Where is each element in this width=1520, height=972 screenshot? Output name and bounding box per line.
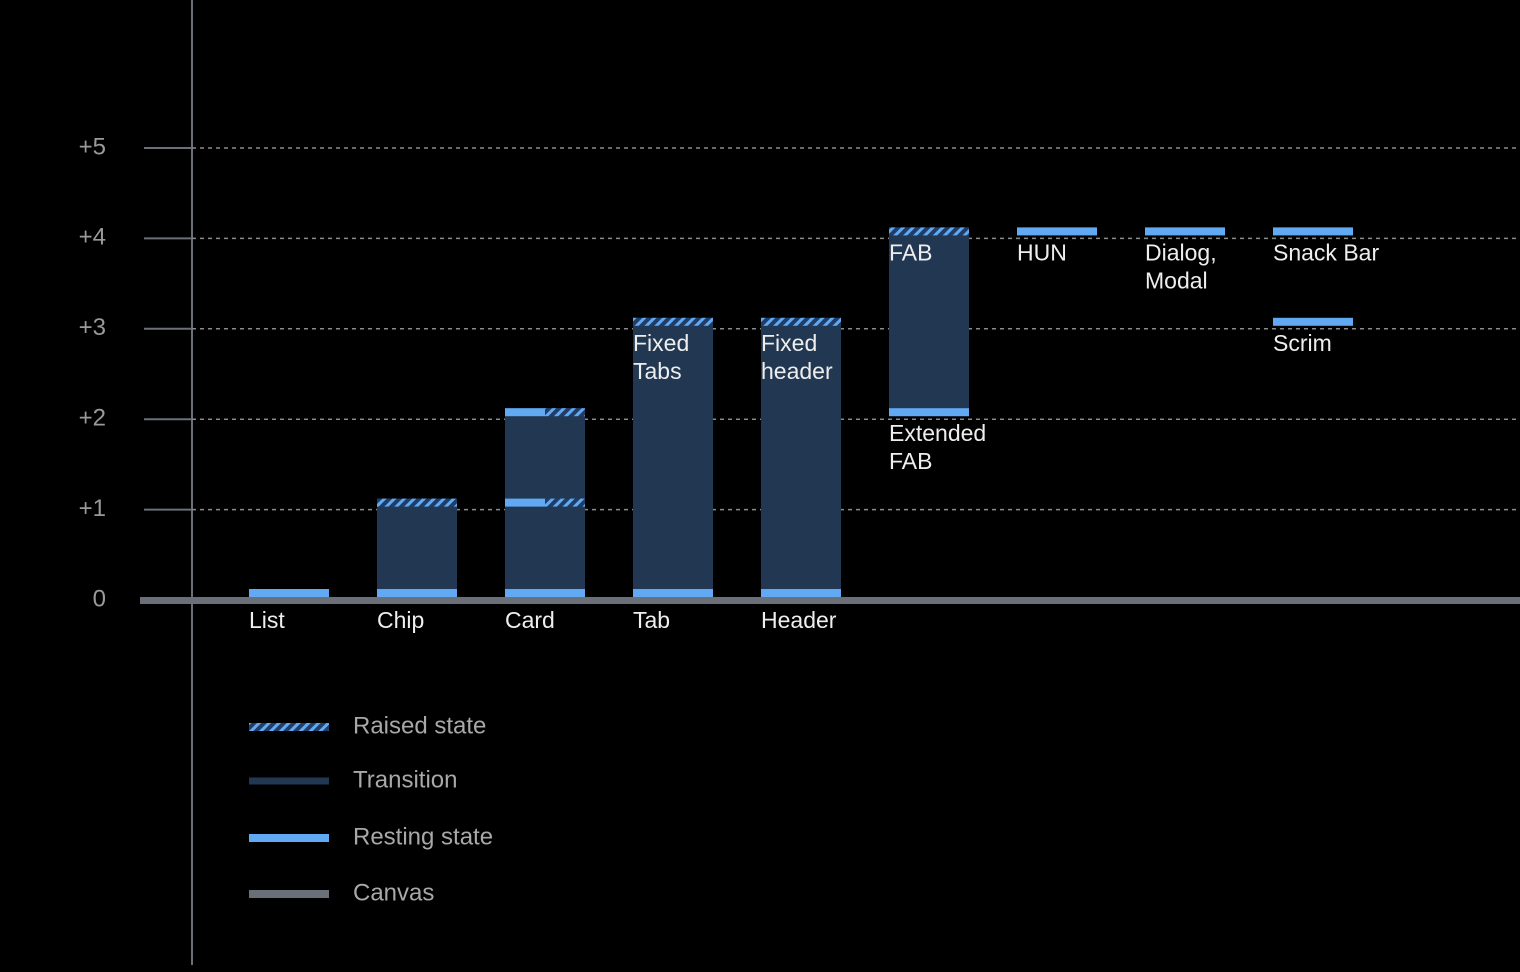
canvas-line: [140, 597, 1520, 604]
mark-label: Scrim: [1273, 330, 1332, 356]
x-tick-label: List: [249, 607, 285, 633]
x-tick-label: Card: [505, 607, 555, 633]
legend-swatch: [249, 723, 329, 731]
raised-state: [377, 498, 457, 507]
resting-state: [377, 589, 457, 597]
resting-state: [889, 408, 969, 417]
legend-swatch: [249, 777, 329, 785]
legend-label: Canvas: [353, 879, 434, 906]
mark-label: Extended FAB: [889, 420, 986, 474]
y-tick-label: +5: [79, 133, 106, 160]
y-tick-label: 0: [93, 585, 106, 612]
resting-state: [1273, 317, 1353, 326]
mark-label: Fixed header: [761, 330, 833, 384]
resting-state: [505, 408, 545, 417]
transition: [889, 227, 969, 417]
resting-state: [633, 589, 713, 597]
mark-label: HUN: [1017, 239, 1067, 265]
raised-state: [545, 408, 585, 417]
raised-state: [889, 227, 969, 236]
resting-state: [249, 589, 329, 597]
resting-state: [505, 589, 585, 597]
raised-state: [633, 317, 713, 326]
y-tick-label: +2: [79, 405, 106, 432]
raised-state: [545, 498, 585, 507]
resting-state: [505, 498, 545, 507]
y-tick-label: +4: [79, 224, 106, 251]
mark-label: Dialog, Modal: [1145, 239, 1217, 293]
raised-state: [761, 317, 841, 326]
x-tick-label: Chip: [377, 607, 424, 633]
mark-label: Fixed Tabs: [633, 330, 689, 384]
legend-swatch: [249, 890, 329, 898]
resting-state: [761, 589, 841, 597]
transition: [761, 317, 841, 597]
mark-label: FAB: [889, 239, 932, 265]
legend-label: Resting state: [353, 823, 493, 850]
y-tick-label: +3: [79, 314, 106, 341]
resting-state: [1273, 227, 1353, 236]
legend-label: Raised state: [353, 712, 486, 739]
legend-label: Transition: [353, 766, 457, 793]
resting-state: [1145, 227, 1225, 236]
legend-swatch: [249, 834, 329, 842]
mark-label: Snack Bar: [1273, 239, 1379, 265]
y-tick-label: +1: [79, 495, 106, 522]
x-tick-label: Header: [761, 607, 837, 633]
transition: [633, 317, 713, 597]
resting-state: [1017, 227, 1097, 236]
transition: [377, 498, 457, 597]
x-tick-label: Tab: [633, 607, 670, 633]
